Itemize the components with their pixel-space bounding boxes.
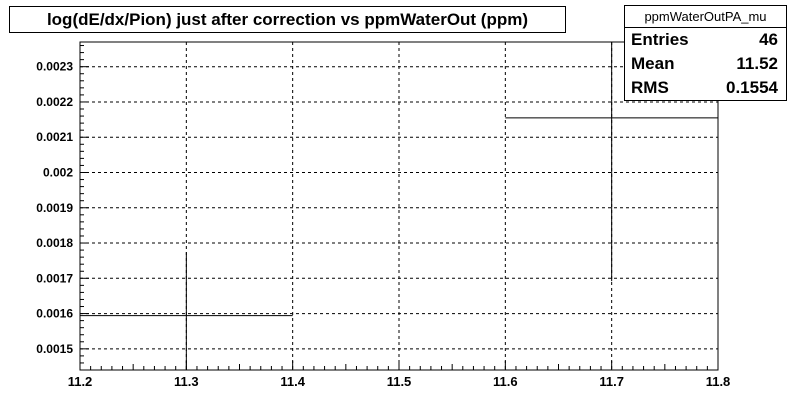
stats-histogram-name: ppmWaterOutPA_mu [625,6,786,28]
stats-box: ppmWaterOutPA_mu Entries 46 Mean 11.52 R… [624,5,787,101]
x-tick-label: 11.5 [387,374,412,389]
chart-title: log(dE/dx/Pion) just after correction vs… [9,6,566,33]
y-tick-label: 0.002 [43,165,73,179]
x-tick-label: 11.4 [280,374,305,389]
stats-entries-row: Entries 46 [625,28,786,52]
y-tick-label: 0.0021 [36,130,73,144]
x-tick-label: 11.7 [599,374,624,389]
stats-rms-label: RMS [631,78,669,97]
stats-mean-label: Mean [631,54,675,73]
grid-layer [80,42,718,370]
y-tick-label: 0.0019 [36,201,73,215]
stats-entries-value: 46 [759,30,778,49]
stats-mean-row: Mean 11.52 [625,52,786,76]
tick-label-layer: 11.2 11.3 11.4 11.5 11.6 11.7 11.8 0.0015 0.0016… [36,60,730,389]
stats-entries-label: Entries [631,30,689,49]
x-tick-label: 11.6 [493,374,518,389]
x-tick-label: 11.2 [68,374,93,389]
y-tick-label: 0.0023 [36,60,73,74]
x-tick-label: 11.3 [174,374,199,389]
stats-mean-value: 11.52 [736,54,778,73]
y-tick-label: 0.0018 [36,236,73,250]
stats-rms-value: 0.1554 [726,78,778,97]
data-layer [80,42,718,370]
stats-rms-row: RMS 0.1554 [625,76,786,100]
y-tick-label: 0.0017 [36,271,73,285]
tick-layer [79,45,719,371]
y-tick-label: 0.0015 [36,342,73,356]
x-tick-label: 11.8 [706,374,731,389]
y-tick-label: 0.0016 [36,307,73,321]
y-tick-label: 0.0022 [36,95,73,109]
